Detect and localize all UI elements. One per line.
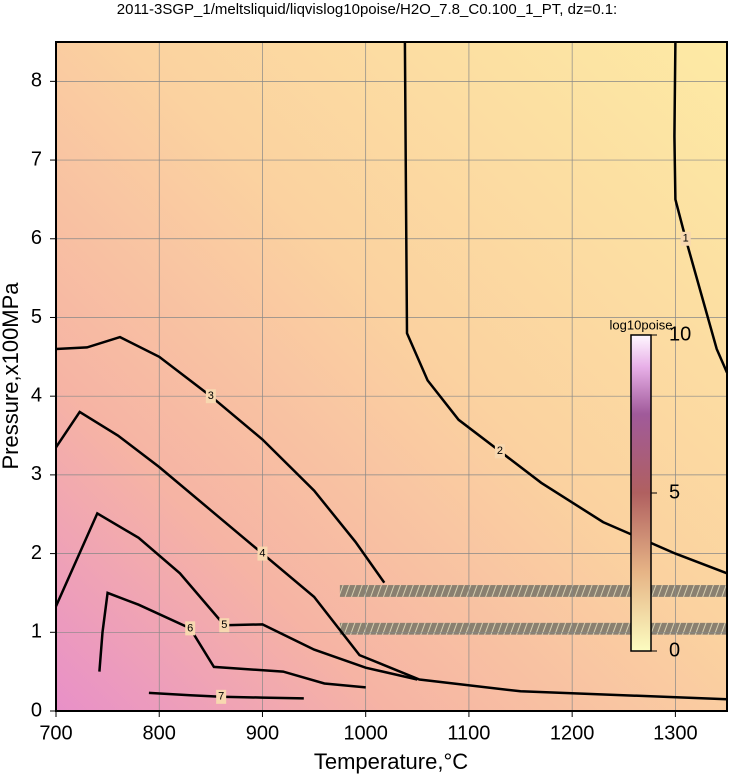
y-tick-label: 5 xyxy=(31,306,42,328)
y-tick-label: 8 xyxy=(31,70,42,92)
hatch-band xyxy=(339,622,727,635)
contour-label: 3 xyxy=(208,390,214,402)
contour-label-bg xyxy=(205,389,216,404)
chart-title: 2011-3SGP_1/meltsliquid/liqvislog10poise… xyxy=(117,1,617,18)
contour-label-bg xyxy=(257,546,268,561)
x-tick-label: 700 xyxy=(39,722,72,744)
y-tick-label: 7 xyxy=(31,148,42,170)
x-tick-label: 800 xyxy=(143,722,176,744)
y-tick-label: 3 xyxy=(31,463,42,485)
x-tick-label: 1300 xyxy=(653,722,698,744)
colorbar xyxy=(630,334,652,652)
contour-label: 6 xyxy=(187,622,193,634)
y-tick-label: 2 xyxy=(31,542,42,564)
contour-label-bg xyxy=(216,689,227,704)
colorbar-label: log10poise xyxy=(610,317,673,332)
x-tick-label: 1000 xyxy=(343,722,388,744)
hatch-band xyxy=(339,585,727,597)
contour-label-bg xyxy=(219,618,230,633)
y-axis-label: Pressure,x100MPa xyxy=(0,282,23,470)
y-tick-label: 1 xyxy=(31,621,42,643)
contour-label: 7 xyxy=(218,691,224,703)
frame xyxy=(55,41,728,712)
y-tick-label: 0 xyxy=(31,699,42,721)
colorbar-tick-label: 10 xyxy=(669,323,691,345)
contour-label-bg xyxy=(680,231,691,246)
y-tick-label: 4 xyxy=(31,384,42,406)
colorbar-tick-label: 0 xyxy=(669,639,680,661)
background xyxy=(56,42,727,711)
y-tick-label: 6 xyxy=(31,227,42,249)
contour-label-bg xyxy=(185,621,196,636)
contour-label: 5 xyxy=(221,619,227,631)
x-tick-label: 1100 xyxy=(447,722,490,744)
x-tick-label: 900 xyxy=(246,722,279,744)
contour-label: 2 xyxy=(497,445,503,457)
contour-label: 4 xyxy=(259,547,265,559)
contour-label-bg xyxy=(494,444,505,459)
colorbar-tick-label: 5 xyxy=(669,481,680,503)
x-axis-label: Temperature,°C xyxy=(314,749,468,774)
x-tick-label: 1200 xyxy=(550,722,595,744)
contour-label: 1 xyxy=(683,233,689,245)
